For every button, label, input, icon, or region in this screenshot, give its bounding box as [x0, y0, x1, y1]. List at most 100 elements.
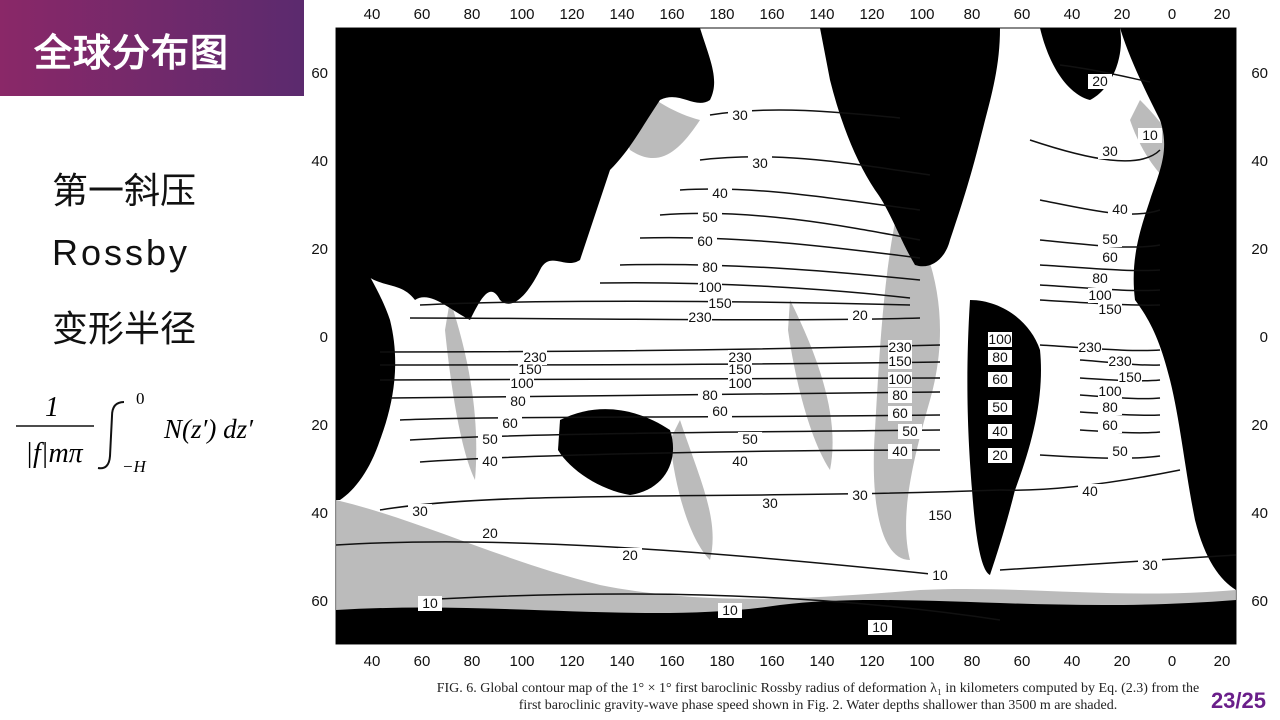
contour-label-bg: [708, 186, 732, 201]
contour-label: 100: [1088, 287, 1112, 303]
contour-label-bg: [988, 332, 1012, 347]
bottom-lon-tick: 140: [609, 653, 634, 670]
contour-label-bg: [728, 376, 752, 391]
contour-label: 100: [988, 331, 1012, 347]
contour-label-bg: [888, 340, 912, 355]
right-lat-tick: 40: [1251, 153, 1268, 170]
contour-label-bg: [748, 156, 772, 171]
top-lon-tick: 140: [809, 6, 834, 23]
contour-label: 100: [728, 375, 752, 391]
top-lon-tick: 40: [364, 6, 381, 23]
contour-label-bg: [478, 526, 502, 541]
contour-label-bg: [708, 404, 732, 419]
contour-label-bg: [408, 504, 432, 519]
contour-label-bg: [888, 354, 912, 369]
bottom-lon-tick: 20: [1214, 653, 1231, 670]
contour-label: 230: [523, 349, 547, 365]
contour-label-bg: [898, 424, 922, 439]
contour-label-bg: [478, 454, 502, 469]
contour-label-bg: [988, 424, 1012, 439]
contour-label: 50: [992, 399, 1008, 415]
contour-label-bg: [888, 444, 912, 459]
contour-label-bg: [506, 394, 530, 409]
contour-label: 80: [892, 387, 908, 403]
right-lat-tick: 40: [1251, 505, 1268, 522]
bottom-lon-tick: 120: [559, 653, 584, 670]
contour-label-bg: [1108, 202, 1132, 217]
contour-label-bg: [698, 210, 722, 225]
contour-label-bg: [523, 350, 547, 365]
top-lon-tick: 60: [1014, 6, 1031, 23]
contour-label-bg: [738, 432, 762, 447]
contour-label: 100: [888, 371, 912, 387]
contour-label: 80: [702, 387, 718, 403]
bottom-lon-tick: 180: [709, 653, 734, 670]
contour-label: 20: [852, 307, 868, 323]
left-lat-tick: 0: [320, 329, 328, 346]
left-lat-tick: 60: [311, 65, 328, 82]
contour-label: 40: [482, 453, 498, 469]
bottom-lon-tick: 160: [759, 653, 784, 670]
contour-label-bg: [693, 234, 717, 249]
contour-label: 30: [1142, 557, 1158, 573]
bottom-lon-tick: 120: [859, 653, 884, 670]
contour-label-bg: [1098, 302, 1122, 317]
top-lon-tick: 140: [609, 6, 634, 23]
contour-label: 50: [1112, 443, 1128, 459]
contour-label-bg: [988, 400, 1012, 415]
contour-lines: [335, 64, 1237, 621]
bottom-lon-tick: 0: [1168, 653, 1176, 670]
contour-label: 40: [1082, 483, 1098, 499]
bottom-lon-tick: 40: [364, 653, 381, 670]
bottom-lon-tick: 60: [1014, 653, 1031, 670]
left-lat-tick: 20: [311, 241, 328, 258]
contour-label: 150: [1118, 369, 1142, 385]
contour-label-bg: [1118, 370, 1142, 385]
contour-label-bg: [1138, 128, 1162, 143]
contour-label-bg: [1098, 400, 1122, 415]
contour-label-bg: [848, 308, 872, 323]
contour-label-bg: [1078, 340, 1102, 355]
contour-label-bg: [1098, 144, 1122, 159]
top-lon-tick: 20: [1114, 6, 1131, 23]
right-latitude-labels: 60 40 20 0 20 40 60: [1251, 65, 1268, 610]
formula-lower-limit: −H: [122, 457, 147, 476]
contour-label-bg: [728, 108, 752, 123]
right-lat-tick: 20: [1251, 241, 1268, 258]
left-latitude-labels: 60 40 20 0 20 40 60: [311, 65, 328, 610]
contour-label: 230: [1108, 353, 1132, 369]
top-lon-tick: 180: [709, 6, 734, 23]
top-lon-tick: 80: [964, 6, 981, 23]
contour-label: 50: [742, 431, 758, 447]
top-lon-tick: 60: [414, 6, 431, 23]
left-lat-tick: 40: [311, 505, 328, 522]
contour-label: 50: [902, 423, 918, 439]
contour-label-bg: [688, 310, 712, 325]
title-banner: 全球分布图: [0, 0, 304, 96]
bottom-lon-tick: 80: [964, 653, 981, 670]
contour-label-bg: [708, 296, 732, 311]
bullet-rossby: Rossby: [52, 232, 191, 273]
formula-numerator: 1: [45, 392, 59, 423]
contour-label-bg: [518, 362, 542, 377]
contour-label-bg: [698, 260, 722, 275]
contour-label-bg: [888, 388, 912, 403]
contour-label: 80: [510, 393, 526, 409]
right-lat-tick: 20: [1251, 417, 1268, 434]
bottom-lon-tick: 100: [509, 653, 534, 670]
contour-label: 230: [688, 309, 712, 325]
contour-label-bg: [1098, 250, 1122, 265]
contour-label: 150: [928, 507, 952, 523]
contour-label-bg: [988, 372, 1012, 387]
bottom-longitude-labels: 40 60 80 100 120 140 160 180 160 140 120 100 80 60 40 2…: [364, 653, 1231, 670]
top-lon-tick: 0: [1168, 6, 1176, 23]
contour-label: 40: [712, 185, 728, 201]
contour-label-bg: [848, 488, 872, 503]
contour-label: 10: [932, 567, 948, 583]
antarctica-landmass: [336, 600, 1236, 644]
contour-label-bg: [1138, 558, 1162, 573]
contour-label: 20: [622, 547, 638, 563]
page-number: 23/25: [1210, 688, 1266, 713]
contour-label-bg: [888, 372, 912, 387]
left-lat-tick: 40: [311, 153, 328, 170]
